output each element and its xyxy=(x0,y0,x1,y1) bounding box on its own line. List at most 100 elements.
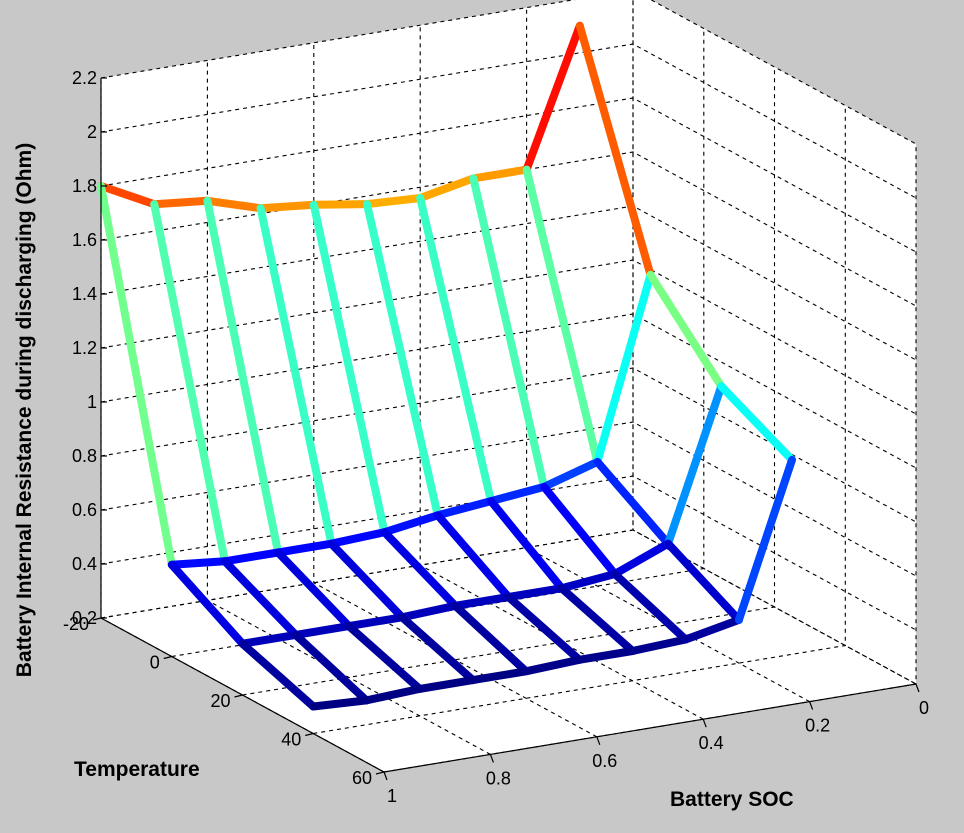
mesh-edge xyxy=(398,601,460,622)
mesh-edge xyxy=(522,21,584,174)
z-tick-label: 1 xyxy=(87,392,97,412)
z-grid-line xyxy=(100,0,917,145)
mesh-edge xyxy=(433,497,495,520)
mesh-edge xyxy=(150,196,212,209)
mesh-edge xyxy=(274,548,353,631)
y-tick-mark xyxy=(163,655,172,660)
x-tick-label: 0.8 xyxy=(486,768,511,788)
mesh-edge xyxy=(610,570,690,644)
mesh-edge xyxy=(238,630,300,648)
mesh-edge xyxy=(274,539,336,557)
mesh-edge xyxy=(150,200,229,566)
mesh-edge xyxy=(416,194,495,506)
mesh-edge xyxy=(344,613,407,631)
y-axis-label: Temperature xyxy=(74,758,200,781)
mesh-edge xyxy=(451,593,513,610)
back-wall xyxy=(101,0,633,618)
y-tick-mark xyxy=(92,617,102,621)
mesh-edge xyxy=(522,655,584,676)
y-tick-mark xyxy=(305,732,314,737)
mesh-edge xyxy=(468,667,530,685)
x-tick-label: 1 xyxy=(387,786,397,806)
mesh-edge xyxy=(344,622,424,693)
y-tick-label: 20 xyxy=(210,691,230,711)
mesh-edge xyxy=(309,200,389,537)
axes xyxy=(92,77,920,781)
x-axis-label: Battery SOC xyxy=(670,788,794,811)
mesh-edge xyxy=(557,570,619,593)
z-axis-label: Battery Internal Resistance during disch… xyxy=(13,143,36,677)
y-tick-mark xyxy=(234,694,243,698)
mesh-edge xyxy=(593,457,673,548)
x-tick-label: 0.4 xyxy=(699,733,724,753)
z-tick-label: 0.6 xyxy=(72,500,97,520)
z-tick-label: 0.8 xyxy=(72,446,97,466)
z-grid-line xyxy=(100,313,917,469)
mesh-edge xyxy=(504,584,566,601)
z-tick-label: 1.6 xyxy=(72,230,97,250)
mesh-edge xyxy=(256,204,336,548)
z-tick-label: 1.8 xyxy=(72,176,97,196)
mesh-edge xyxy=(220,557,300,639)
z-tick-label: 0.4 xyxy=(72,554,97,574)
z-grid-line xyxy=(100,43,917,199)
x-tick-mark xyxy=(489,754,494,763)
mesh-edge xyxy=(575,21,655,279)
mesh-edge xyxy=(398,613,477,685)
mesh-edge xyxy=(681,615,743,644)
mesh-edge xyxy=(220,548,283,566)
mesh-edge xyxy=(97,182,176,569)
y-grid-line xyxy=(242,67,776,696)
mesh-edge xyxy=(167,557,229,569)
mesh-edge xyxy=(557,584,637,655)
mesh-edge xyxy=(575,647,637,664)
mesh-edge xyxy=(540,457,602,491)
x-tick-label: 0.2 xyxy=(805,716,830,736)
x-axis-line xyxy=(383,683,917,773)
mesh-edge xyxy=(451,601,530,676)
mesh-edge xyxy=(504,593,584,664)
mesh-edge xyxy=(380,511,442,537)
x-tick-mark xyxy=(596,736,601,746)
x-tick-mark xyxy=(702,718,707,728)
mesh-edge xyxy=(664,539,743,624)
z-tick-label: 1.2 xyxy=(72,338,97,358)
mesh-edge xyxy=(309,696,371,711)
mesh-edge xyxy=(256,200,318,213)
z-tick-label: 0.2 xyxy=(72,608,97,628)
mesh-edge xyxy=(469,165,531,183)
mesh-edge xyxy=(734,455,796,624)
y-tick-mark xyxy=(375,771,385,775)
tick-labels: 1 0.8 0.6 0.4 0.2 0 -20 0 20 40 60 0.2 0.4 0.6 0.8 1 1.2… xyxy=(63,68,929,806)
z-grid-line xyxy=(100,529,917,685)
mesh-edge xyxy=(487,482,549,506)
z-grid-line xyxy=(100,367,917,523)
mesh-edge xyxy=(238,639,318,711)
mesh-edge xyxy=(327,528,389,548)
mesh-surface xyxy=(97,21,796,711)
mesh-edge xyxy=(363,200,442,520)
mesh-edge xyxy=(610,539,673,578)
mesh-edge xyxy=(628,635,690,655)
x-tick-label: 0.6 xyxy=(592,751,617,771)
x-tick-label: 0 xyxy=(919,698,929,718)
mesh-edge xyxy=(203,196,265,213)
x-tick-mark xyxy=(383,771,388,781)
mesh-edge xyxy=(416,174,478,202)
z-grid-line xyxy=(100,259,917,415)
z-grid-line xyxy=(100,97,917,253)
y-tick-label: -20 xyxy=(63,614,89,634)
mesh-edge xyxy=(327,539,407,622)
mesh-edge xyxy=(362,684,424,705)
mesh-edge xyxy=(97,182,159,209)
y-tick-label: 0 xyxy=(150,653,160,673)
mesh-edge xyxy=(593,270,655,466)
mesh-edge xyxy=(664,382,726,548)
x-tick-mark xyxy=(915,683,920,693)
mesh-edge xyxy=(415,676,477,693)
y-grid-line xyxy=(313,105,846,735)
mesh-edge xyxy=(540,482,619,578)
y-tick-label: 60 xyxy=(352,768,372,788)
